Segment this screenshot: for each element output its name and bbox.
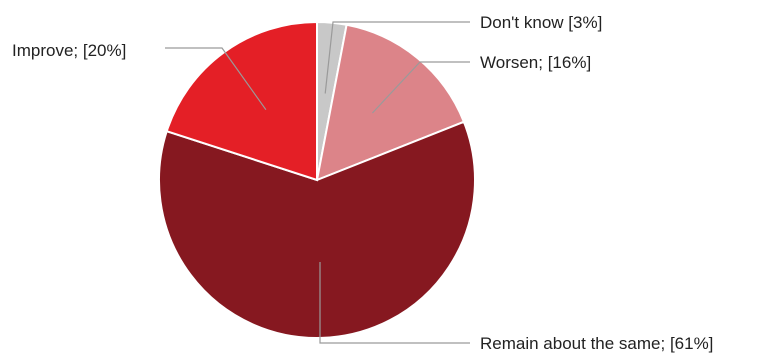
pie-slices xyxy=(158,20,476,339)
label-remain-about-the-same: Remain about the same; [61%] xyxy=(480,334,713,353)
leader-improve xyxy=(165,47,267,111)
leader-worsen xyxy=(371,61,470,114)
slice-worsen xyxy=(315,23,466,182)
leader-dont-know xyxy=(324,21,470,94)
leader-remain-about-the-same xyxy=(319,262,470,344)
leader-lines xyxy=(165,21,470,344)
slice-improve xyxy=(165,20,318,182)
slice-remain-about-the-same xyxy=(158,120,476,339)
label-dont-know: Don't know [3%] xyxy=(480,13,602,32)
label-improve: Improve; [20%] xyxy=(12,41,126,60)
label-worsen: Worsen; [16%] xyxy=(480,53,591,72)
